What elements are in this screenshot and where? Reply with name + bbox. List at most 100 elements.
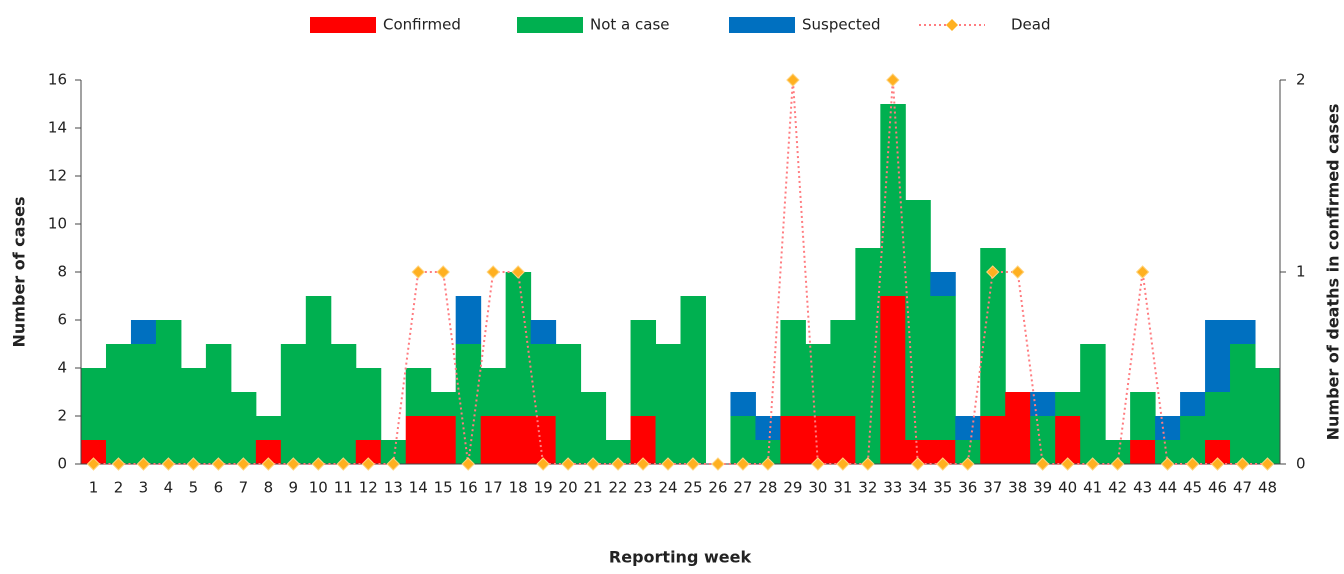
dead-marker	[86, 457, 101, 471]
bar-segment	[180, 368, 207, 464]
dead-marker	[1260, 457, 1275, 471]
bar-segment	[755, 416, 781, 440]
x-tick-label: 3	[139, 479, 149, 497]
x-tick-label: 23	[633, 479, 652, 497]
x-tick-label: 25	[683, 479, 702, 497]
x-tick-label: 8	[264, 479, 274, 497]
bar-segment	[955, 416, 981, 440]
bar-segment	[1055, 392, 1081, 416]
y-tick-label: 14	[48, 119, 67, 137]
bar-segment	[1180, 416, 1206, 464]
dead-marker	[111, 457, 126, 471]
dead-marker	[1060, 457, 1075, 471]
bar-segment	[1155, 416, 1181, 440]
bar-segment	[255, 416, 282, 440]
x-tick-label: 9	[289, 479, 299, 497]
bar-segment	[280, 344, 307, 464]
dead-marker	[786, 73, 800, 87]
y2-tick-label: 1	[1296, 263, 1306, 281]
dead-marker	[761, 457, 775, 471]
bar-segment	[555, 344, 582, 464]
x-tick-label: 35	[933, 479, 952, 497]
dead-marker	[136, 457, 151, 471]
y-tick-label: 10	[48, 215, 67, 233]
x-tick-label: 26	[708, 479, 727, 497]
y-tick-label: 12	[48, 167, 67, 185]
dead-marker	[311, 457, 326, 471]
dead-marker	[436, 265, 450, 279]
bar-segment	[980, 416, 1006, 464]
bar-segment	[780, 416, 806, 464]
dead-marker	[911, 457, 925, 471]
dead-marker	[886, 73, 900, 87]
dead-marker	[1035, 457, 1050, 471]
dead-marker	[286, 457, 301, 471]
dead-marker	[411, 265, 425, 279]
x-tick-label: 27	[733, 479, 752, 497]
bar-segment	[1130, 392, 1156, 440]
x-tick-label: 13	[384, 479, 403, 497]
bar-segment	[230, 392, 257, 464]
bar-segment	[530, 320, 557, 344]
y-tick-label: 0	[57, 455, 67, 473]
x-tick-label: 38	[1008, 479, 1027, 497]
y-axis-title: Number of cases	[10, 197, 29, 348]
x-tick-label: 18	[509, 479, 528, 497]
bar-segment	[930, 296, 956, 440]
bar-segment	[505, 272, 532, 416]
bar-segment	[405, 416, 432, 464]
dead-marker	[511, 265, 525, 279]
y-tick-label: 16	[48, 71, 67, 89]
x-tick-label: 39	[1033, 479, 1052, 497]
bar-segment	[1230, 344, 1256, 464]
y2-axis-title: Number of deaths in confirmed cases	[1324, 104, 1343, 441]
bar-segment	[430, 416, 457, 464]
x-tick-label: 17	[484, 479, 503, 497]
bar-segment	[1180, 392, 1206, 416]
y-tick-label: 4	[57, 359, 67, 377]
bar-segment	[730, 416, 756, 464]
dead-marker	[736, 457, 750, 471]
legend-label: Not a case	[590, 16, 670, 34]
dead-marker	[1210, 457, 1225, 471]
x-tick-label: 44	[1158, 479, 1177, 497]
dead-marker	[561, 457, 575, 471]
legend-swatch	[517, 17, 583, 33]
bar-segment	[81, 368, 107, 440]
y2-tick-label: 0	[1296, 455, 1306, 473]
dead-marker	[961, 457, 975, 471]
x-tick-label: 29	[783, 479, 802, 497]
bar-segment	[480, 368, 507, 416]
dead-marker	[611, 457, 625, 471]
x-tick-label: 20	[559, 479, 578, 497]
dead-marker	[211, 457, 226, 471]
dead-marker	[986, 265, 1000, 279]
bar-segment	[530, 416, 557, 464]
x-tick-label: 45	[1183, 479, 1202, 497]
bar-segment	[1005, 392, 1031, 464]
bar-segment	[205, 344, 232, 464]
bar-segment	[630, 416, 657, 464]
bar-segment	[405, 368, 432, 416]
bar-segment	[1130, 440, 1156, 464]
x-tick-label: 5	[189, 479, 199, 497]
y-tick-label: 2	[57, 407, 67, 425]
bar-segment	[780, 320, 806, 416]
dead-marker	[936, 457, 950, 471]
bar-segment	[105, 344, 132, 464]
dead-marker	[236, 457, 251, 471]
bar-segment	[905, 200, 931, 440]
x-tick-label: 32	[858, 479, 877, 497]
x-tick-label: 4	[164, 479, 174, 497]
bar-segment	[730, 392, 756, 416]
x-tick-label: 40	[1058, 479, 1077, 497]
bar-segment	[830, 416, 856, 464]
dead-marker	[1135, 265, 1150, 279]
bar-segment	[155, 320, 182, 464]
legend-swatch	[729, 17, 795, 33]
x-tick-label: 31	[833, 479, 852, 497]
x-tick-label: 12	[359, 479, 378, 497]
dead-marker	[1185, 457, 1200, 471]
bar-segment	[1205, 392, 1231, 440]
